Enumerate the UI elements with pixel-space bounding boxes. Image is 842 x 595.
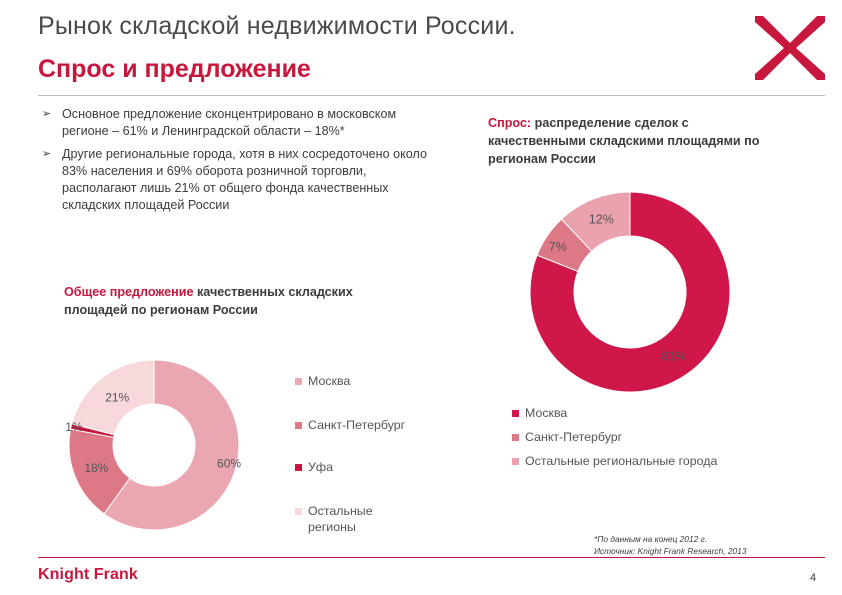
footnote: *По данным на конец 2012 г. Источник: Kn… (594, 533, 747, 557)
legend-label: Остальные региональные города (525, 454, 718, 468)
data-label-1: 60% (217, 457, 241, 471)
demand-title-rest: распределение сделок с качественными скл… (488, 116, 760, 166)
legend-label: Остальные регионы (308, 504, 373, 534)
footer-divider (38, 557, 825, 558)
pie-slice-1 (103, 359, 240, 531)
legend-label: Москва (308, 374, 351, 388)
legend-label: Уфа (308, 460, 333, 474)
brand-name: Knight Frank (38, 566, 138, 583)
demand-chart-title: Спрос: распределение сделок с качественн… (488, 114, 788, 168)
legend-swatch-moscow (512, 410, 519, 417)
page-title: Рынок складской недвижимости России. (38, 12, 516, 40)
arrow-bullet-icon: ➢ (42, 148, 52, 160)
list-item: ➢ Другие региональные города, хотя в них… (42, 146, 442, 214)
legend-swatch-moscow (295, 378, 302, 385)
knight-frank-logo-icon (755, 16, 825, 80)
bullet-list: ➢ Основное предложение сконцентрировано … (42, 106, 442, 220)
page-number: 4 (810, 572, 817, 584)
legend-label: Санкт-Петербург (308, 418, 406, 432)
footnote-line: *По данным на конец 2012 г. (594, 534, 708, 544)
legend-label: Санкт-Петербург (525, 430, 623, 444)
supply-title-rest: качественных складских площадей по регио… (64, 285, 353, 317)
bullet-text: Другие региональные города, хотя в них с… (62, 147, 427, 212)
legend-swatch-other-regions (295, 508, 302, 515)
supply-title-highlight: Общее предложение (64, 285, 194, 299)
list-item: ➢ Основное предложение сконцентрировано … (42, 106, 442, 140)
arrow-bullet-icon: ➢ (42, 108, 52, 120)
supply-donut-chart: 60% 18% 1% 21% (65, 359, 241, 531)
data-label-2: 18% (84, 461, 108, 475)
data-label-3: 12% (589, 212, 614, 226)
pie-slice-4 (71, 359, 155, 436)
demand-title-highlight: Спрос: (488, 116, 532, 130)
legend-swatch-spb (295, 422, 302, 429)
source-line: Источник: Knight Frank Research, 2013 (594, 546, 747, 556)
legend-swatch-other-cities (512, 458, 519, 465)
header-divider (38, 95, 825, 96)
data-label-3: 1% (65, 420, 83, 434)
bullet-text: Основное предложение сконцентрировано в … (62, 107, 397, 138)
legend-swatch-spb (512, 434, 519, 441)
legend-swatch-ufa (295, 464, 302, 471)
page-subtitle: Спрос и предложение (38, 55, 311, 83)
pie-slice-1 (529, 191, 731, 393)
data-label-1: 81% (661, 350, 686, 364)
demand-donut-chart: 81% 7% 12% (529, 191, 731, 393)
data-label-2: 7% (549, 240, 567, 254)
supply-chart-title: Общее предложение качественных складских… (64, 283, 364, 319)
legend-label: Москва (525, 406, 568, 420)
data-label-4: 21% (105, 391, 129, 405)
pie-slice-3 (560, 191, 631, 252)
